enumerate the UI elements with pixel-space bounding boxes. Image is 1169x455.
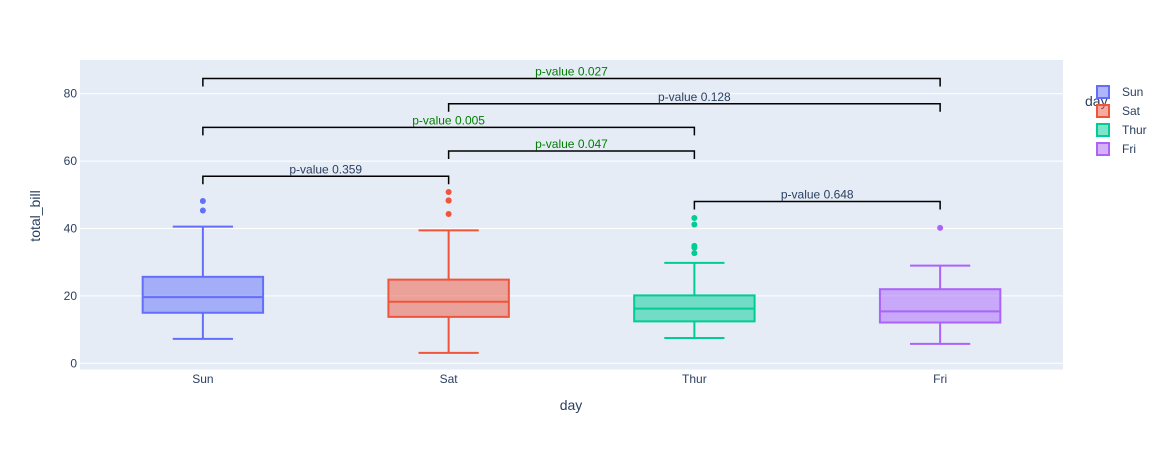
significance-bracket: p-value 0.047 bbox=[447, 137, 696, 159]
outlier-point bbox=[937, 224, 944, 231]
box-fri bbox=[878, 224, 1002, 345]
outlier-point bbox=[445, 197, 452, 204]
legend-swatch bbox=[1096, 123, 1110, 137]
significance-bracket: p-value 0.005 bbox=[202, 113, 696, 136]
y-tick-label: 40 bbox=[64, 221, 78, 235]
outlier-point bbox=[199, 197, 206, 204]
box-iqr bbox=[141, 275, 265, 314]
outlier-point bbox=[691, 250, 698, 257]
legend-label: Thur bbox=[1122, 123, 1147, 137]
p-value-label: p-value 0.648 bbox=[781, 188, 854, 202]
outlier-point bbox=[691, 214, 698, 221]
outlier-point bbox=[691, 221, 698, 228]
p-value-label: p-value 0.128 bbox=[658, 90, 731, 104]
annotations-layer: p-value 0.027 p-value 0.128 p-value 0.005 p… bbox=[202, 65, 941, 210]
y-tick-label: 20 bbox=[64, 289, 78, 303]
outlier-point bbox=[691, 242, 698, 249]
legend-swatch bbox=[1096, 104, 1110, 118]
p-value-label: p-value 0.005 bbox=[412, 113, 485, 127]
legend-label: Sat bbox=[1122, 104, 1141, 118]
bracket-line bbox=[447, 150, 696, 159]
legend-label: Fri bbox=[1122, 142, 1136, 156]
x-axis-title: day bbox=[560, 397, 583, 413]
axis-layer: day total_bill bbox=[27, 190, 1063, 413]
bracket-line bbox=[693, 200, 941, 210]
legend-swatch bbox=[1096, 85, 1110, 99]
legend-swatch bbox=[1096, 142, 1110, 156]
box-sun bbox=[141, 197, 265, 340]
x-tick-label: Thur bbox=[682, 372, 707, 386]
x-tick-label: Sun bbox=[192, 372, 213, 386]
y-axis-title: total_bill bbox=[27, 190, 43, 241]
bracket-line bbox=[202, 126, 696, 136]
bracket-line bbox=[202, 175, 450, 185]
box-iqr bbox=[878, 288, 1002, 324]
outlier-point bbox=[199, 207, 206, 214]
x-tick-label: Sat bbox=[440, 372, 459, 386]
box-iqr bbox=[387, 278, 510, 318]
y-tick-label: 0 bbox=[70, 356, 77, 370]
y-tick-label: 80 bbox=[64, 87, 78, 101]
outlier-point bbox=[445, 189, 452, 196]
p-value-label: p-value 0.047 bbox=[535, 137, 608, 151]
outlier-point bbox=[445, 210, 452, 217]
legend-item-sun: Sun bbox=[1096, 85, 1143, 99]
legend-item-fri: Fri bbox=[1096, 142, 1136, 156]
bracket-line bbox=[447, 103, 941, 112]
bracket-line bbox=[202, 77, 941, 87]
legend-item-thur: Thur bbox=[1096, 123, 1147, 137]
significance-bracket: p-value 0.027 bbox=[202, 65, 941, 87]
p-value-label: p-value 0.027 bbox=[535, 65, 608, 79]
box-sat bbox=[387, 189, 510, 354]
significance-bracket: p-value 0.128 bbox=[447, 90, 941, 112]
p-value-label: p-value 0.359 bbox=[289, 162, 362, 176]
significance-bracket: p-value 0.359 bbox=[202, 162, 450, 185]
box-thur bbox=[633, 214, 756, 339]
significance-bracket: p-value 0.648 bbox=[693, 188, 941, 210]
legend-item-sat: Sat bbox=[1096, 104, 1141, 118]
legend-label: Sun bbox=[1122, 85, 1143, 99]
boxes-layer: Sun Sat Thur Fri bbox=[141, 189, 1002, 386]
x-tick-label: Fri bbox=[933, 372, 947, 386]
y-tick-label: 60 bbox=[64, 154, 78, 168]
